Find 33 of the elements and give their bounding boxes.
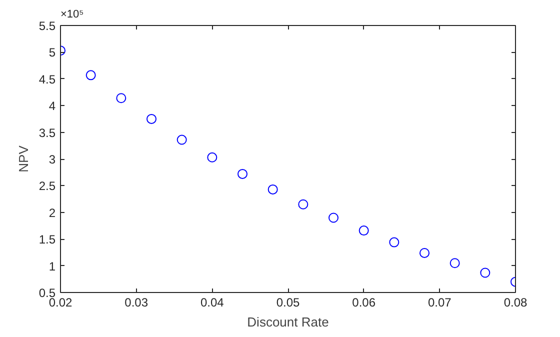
y-tick-label: 4 — [48, 99, 56, 114]
y-tick-label: 2.5 — [38, 179, 56, 194]
point — [480, 268, 490, 278]
y-tick-label: 5.5 — [38, 19, 56, 33]
y-tick-label: 5 — [48, 46, 56, 60]
point — [358, 226, 369, 236]
point — [86, 70, 96, 80]
x-tick-label: 0.08 — [504, 296, 528, 310]
text: ×10⁵ — [60, 8, 84, 20]
x-tick-label: 0.05 — [276, 296, 300, 310]
x-tick-label: 0.07 — [428, 296, 452, 310]
point — [420, 248, 430, 258]
point — [146, 114, 156, 124]
point — [328, 212, 338, 223]
point — [207, 152, 218, 162]
x-tick-label: 0.03 — [124, 296, 148, 310]
x-tick-label: 0.04 — [200, 296, 224, 310]
point — [238, 168, 248, 179]
y-tick-label: 3.5 — [38, 126, 56, 140]
y-tick-label: 1 — [48, 259, 56, 274]
y-tick-label: 4.5 — [38, 72, 56, 86]
x-tick-label: 0.06 — [352, 296, 376, 310]
y-tick-label: 3 — [48, 152, 56, 166]
y-tick-label: 1.5 — [38, 232, 56, 247]
point — [176, 134, 187, 145]
point — [268, 184, 278, 194]
point — [450, 258, 460, 268]
y-axis-title: NPV — [16, 145, 31, 172]
y-tick-label: 2 — [48, 206, 56, 220]
point — [298, 199, 308, 210]
x-axis-title: Discount Rate — [247, 314, 329, 330]
point — [116, 93, 126, 104]
point — [389, 237, 400, 248]
